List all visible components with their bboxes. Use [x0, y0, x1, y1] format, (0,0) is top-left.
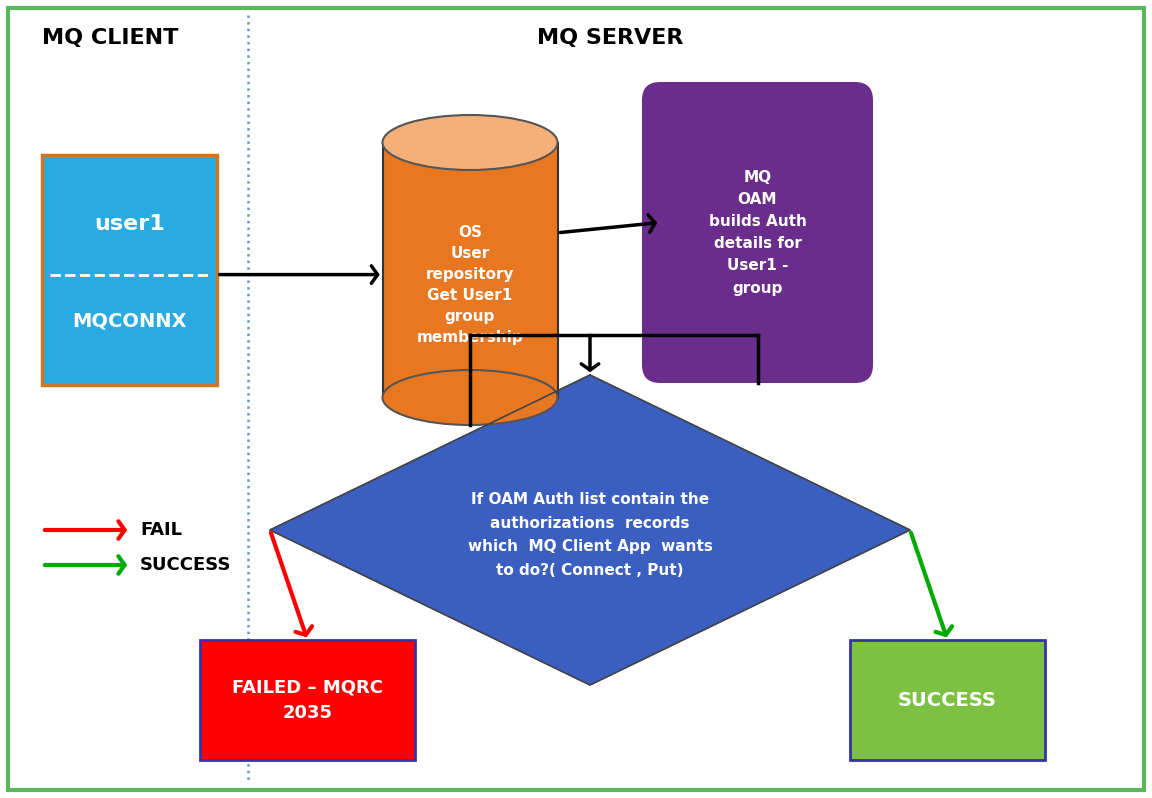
Polygon shape [270, 375, 910, 685]
Text: FAILED – MQRC
2035: FAILED – MQRC 2035 [232, 678, 382, 721]
FancyBboxPatch shape [41, 155, 217, 385]
Ellipse shape [382, 370, 558, 425]
Text: If OAM Auth list contain the
authorizations  records
which  MQ Client App  wants: If OAM Auth list contain the authorizati… [468, 492, 712, 578]
Text: OS
User
repository
Get User1
group
membership: OS User repository Get User1 group membe… [417, 225, 523, 345]
Text: SUCCESS: SUCCESS [141, 556, 232, 574]
Text: MQ
OAM
builds Auth
details for
User1 -
group: MQ OAM builds Auth details for User1 - g… [708, 169, 806, 295]
FancyBboxPatch shape [200, 640, 415, 760]
Text: MQCONNX: MQCONNX [73, 311, 187, 330]
FancyBboxPatch shape [382, 143, 558, 397]
Text: MQ SERVER: MQ SERVER [537, 28, 683, 48]
Ellipse shape [382, 115, 558, 170]
Text: SUCCESS: SUCCESS [899, 690, 996, 709]
Text: FAIL: FAIL [141, 521, 182, 539]
Text: MQ CLIENT: MQ CLIENT [41, 28, 179, 48]
FancyBboxPatch shape [850, 640, 1045, 760]
Text: user1: user1 [94, 214, 165, 234]
FancyBboxPatch shape [642, 82, 873, 383]
